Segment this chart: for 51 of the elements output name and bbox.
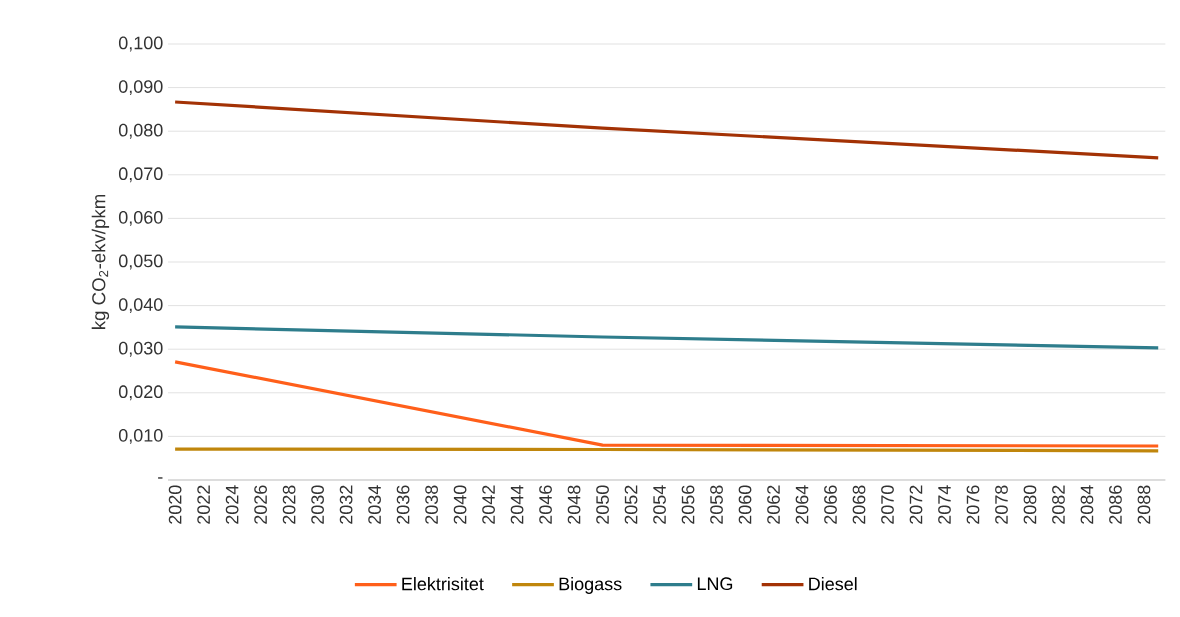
x-tick-label: 2048 [567, 485, 581, 524]
x-tick-label: 2036 [396, 485, 410, 524]
x-tick-label: 2074 [938, 485, 951, 524]
x-tick-label: 2062 [767, 485, 780, 524]
legend-label: Elektrisitet [402, 577, 484, 591]
x-tick-label: 2076 [966, 485, 980, 524]
x-tick-label: 2034 [368, 485, 381, 524]
x-tick-label: 2054 [653, 485, 666, 524]
x-tick-label: 2078 [995, 485, 1008, 524]
x-tick-label: 2070 [881, 485, 894, 524]
x-tick-label: 2058 [710, 485, 723, 524]
x-tick-label: 2082 [1052, 485, 1065, 524]
y-tick-label: 0,070 [118, 167, 163, 183]
legend-label: Biogass [559, 577, 622, 594]
x-tick-label: 2050 [596, 485, 609, 524]
x-tick-label: 2056 [681, 485, 695, 524]
x-tick-label: 2052 [624, 485, 638, 524]
y-tick-label: 0,010 [118, 428, 163, 444]
x-tick-label: 2026 [254, 485, 267, 524]
x-tick-label: 2060 [738, 485, 752, 524]
legend-label: Diesel [809, 577, 857, 591]
x-tick-label: 2068 [852, 485, 866, 524]
x-tick-label: 2024 [225, 485, 239, 524]
x-tick-label: 2084 [1080, 485, 1094, 524]
x-tick-label: 2066 [824, 485, 837, 524]
y-tick-label: 0,040 [118, 298, 163, 314]
y-tick-label: 0,090 [118, 80, 163, 96]
x-tick-label: 2030 [311, 485, 324, 524]
y-tick-label: - [158, 477, 163, 479]
y-tick-label: 0,030 [118, 341, 163, 357]
x-tick-label: 2038 [425, 485, 438, 524]
x-tick-label: 2072 [909, 485, 923, 524]
legend-label: LNG [697, 577, 733, 591]
x-tick-label: 2042 [482, 485, 495, 524]
x-tick-label: 2088 [1137, 485, 1151, 524]
x-tick-label: 2040 [453, 485, 467, 524]
y-tick-label: 0,050 [118, 254, 163, 270]
x-tick-label: 2080 [1023, 485, 1037, 524]
x-tick-label: 2028 [282, 485, 296, 524]
x-tick-label: 2044 [510, 485, 524, 524]
y-tick-label: 0,080 [118, 123, 163, 139]
x-tick-label: 2020 [168, 485, 182, 524]
x-tick-label: 2032 [339, 485, 353, 524]
x-tick-label: 2064 [795, 485, 809, 524]
y-tick-label: 0,060 [118, 210, 163, 226]
x-tick-label: 2022 [197, 485, 210, 524]
y-axis-title: kg CO$_{2}$-ekv/pkm [91, 194, 110, 330]
y-tick-label: 0,020 [118, 385, 163, 401]
y-tick-label: 0,100 [118, 36, 163, 52]
x-tick-label: 2046 [539, 485, 552, 524]
x-tick-label: 2086 [1109, 485, 1122, 524]
